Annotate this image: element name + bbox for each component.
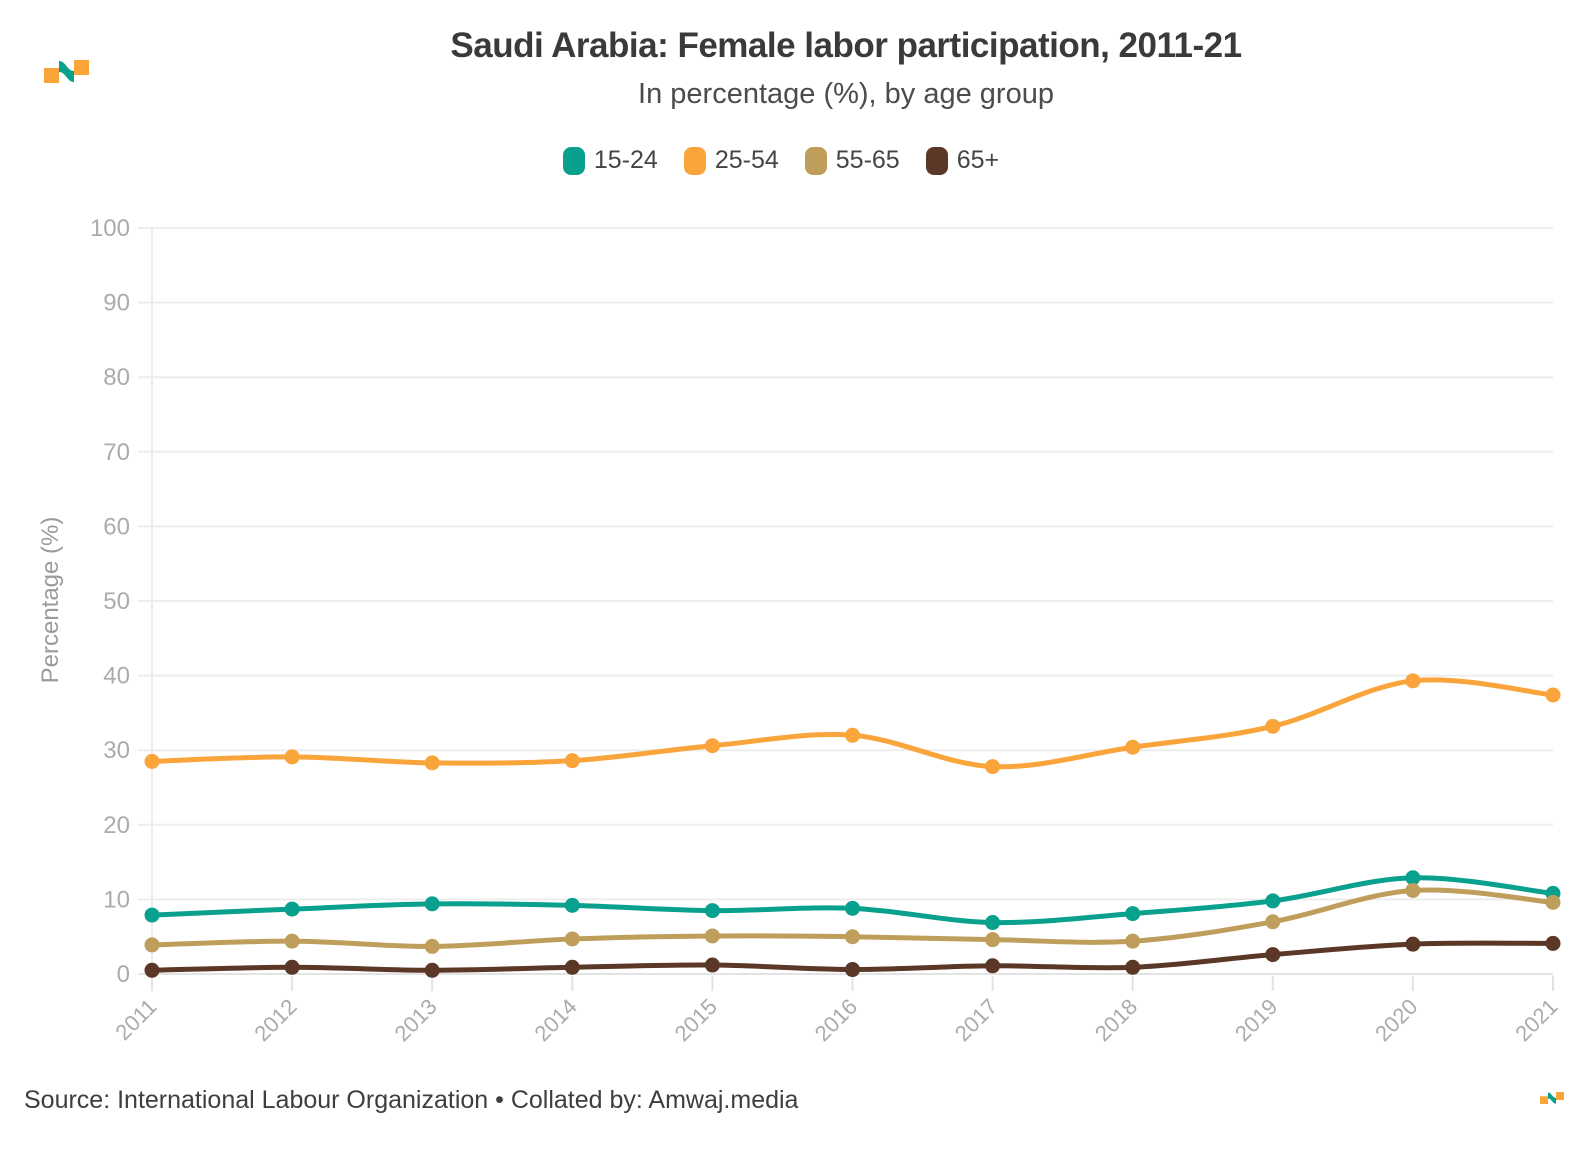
y-tick-label: 30 [103,737,130,764]
data-point-15-24-2014 [564,897,580,913]
logo-square-right [1556,1092,1564,1101]
legend: 15-24 25-54 55-65 65+ [0,146,1562,175]
x-tick-label: 2014 [530,994,582,1046]
data-point-65+-2011 [144,962,160,978]
x-tick-label: 2011 [110,994,161,1045]
y-tick-label: 70 [103,439,130,466]
logo-wave-icon [1548,1092,1556,1104]
data-point-65+-2020 [1405,936,1421,952]
data-point-15-24-2012 [284,901,300,917]
legend-label: 65+ [956,146,1000,174]
data-point-25-54-2015 [704,738,720,754]
legend-item-65+: 65+ [925,146,1000,175]
legend-label: 25-54 [714,146,779,174]
data-point-65+-2021 [1545,935,1561,951]
chart-subtitle: In percentage (%), by age group [638,78,1054,110]
data-point-55-65-2021 [1545,894,1561,910]
data-point-55-65-2020 [1405,882,1421,898]
data-point-65+-2012 [284,959,300,975]
data-point-25-54-2013 [424,755,440,771]
logo-square-right [74,60,89,75]
logo-wave-icon [59,61,74,82]
data-point-15-24-2015 [704,903,720,919]
x-tick-label: 2018 [1090,994,1142,1046]
data-point-55-65-2013 [424,938,440,954]
data-point-65+-2014 [564,959,580,975]
y-tick-label: 90 [103,290,130,317]
y-tick-label: 60 [103,513,130,540]
y-tick-label: 10 [103,886,130,913]
data-point-55-65-2019 [1265,914,1281,930]
data-point-15-24-2019 [1265,893,1281,909]
data-point-15-24-2018 [1125,906,1141,922]
legend-label: 15-24 [593,146,658,174]
data-point-25-54-2017 [985,759,1001,775]
data-point-55-65-2018 [1125,933,1141,949]
data-point-55-65-2014 [564,931,580,947]
chart-title: Saudi Arabia: Female labor participation… [450,26,1242,65]
data-point-65+-2019 [1265,947,1281,963]
legend-swatch-icon [804,146,827,175]
data-point-25-54-2019 [1265,718,1281,734]
data-point-55-65-2012 [284,933,300,949]
data-point-65+-2015 [704,957,720,973]
amwaj-logo-icon-small [1540,1092,1564,1105]
y-tick-label: 20 [103,812,130,839]
data-point-55-65-2017 [985,932,1001,948]
data-point-25-54-2016 [845,727,860,743]
source-note: Source: International Labour Organizatio… [24,1086,799,1114]
data-point-15-24-2011 [144,907,160,923]
x-tick-label: 2017 [950,994,1002,1046]
data-point-65+-2013 [424,962,440,978]
legend-item-25-54: 25-54 [683,146,779,175]
x-tick-label: 2019 [1230,994,1282,1046]
data-point-15-24-2017 [985,915,1001,931]
x-tick-label: 2021 [1510,994,1562,1046]
logo-square-left [44,68,59,83]
data-point-25-54-2011 [144,753,160,769]
y-axis-title: Percentage (%) [37,517,64,684]
data-point-15-24-2020 [1405,870,1421,886]
x-tick-label: 2012 [249,994,301,1046]
y-tick-label: 80 [103,364,130,391]
legend-item-55-65: 55-65 [804,146,900,175]
data-point-25-54-2014 [564,753,580,769]
logo-square-left [1540,1096,1548,1105]
chart-header: Saudi Arabia: Female labor participation… [100,0,1592,111]
x-tick-label: 2015 [670,994,722,1046]
data-point-55-65-2011 [144,937,160,953]
data-point-25-54-2018 [1125,739,1141,755]
x-tick-label: 2020 [1370,994,1422,1046]
data-point-25-54-2012 [284,749,300,765]
y-tick-label: 0 [117,961,130,988]
legend-swatch-icon [683,146,706,175]
data-point-15-24-2016 [845,900,860,916]
data-point-55-65-2016 [845,929,860,945]
data-point-65+-2016 [845,962,860,978]
y-tick-label: 50 [103,588,130,615]
y-tick-label: 40 [103,663,130,690]
amwaj-logo-icon [44,60,89,83]
series-line-25-54 [149,677,1556,770]
legend-item-15-24: 15-24 [562,146,658,175]
legend-swatch-icon [562,146,585,175]
data-point-25-54-2020 [1405,673,1421,689]
data-point-55-65-2015 [704,928,720,944]
data-point-15-24-2013 [424,896,440,912]
legend-label: 55-65 [835,146,900,174]
y-tick-label: 100 [90,215,130,242]
data-point-25-54-2021 [1545,687,1561,703]
data-point-65+-2018 [1125,959,1141,975]
legend-swatch-icon [925,146,948,175]
data-point-65+-2017 [985,958,1001,974]
x-tick-label: 2013 [389,994,441,1046]
x-tick-label: 2016 [810,994,862,1046]
